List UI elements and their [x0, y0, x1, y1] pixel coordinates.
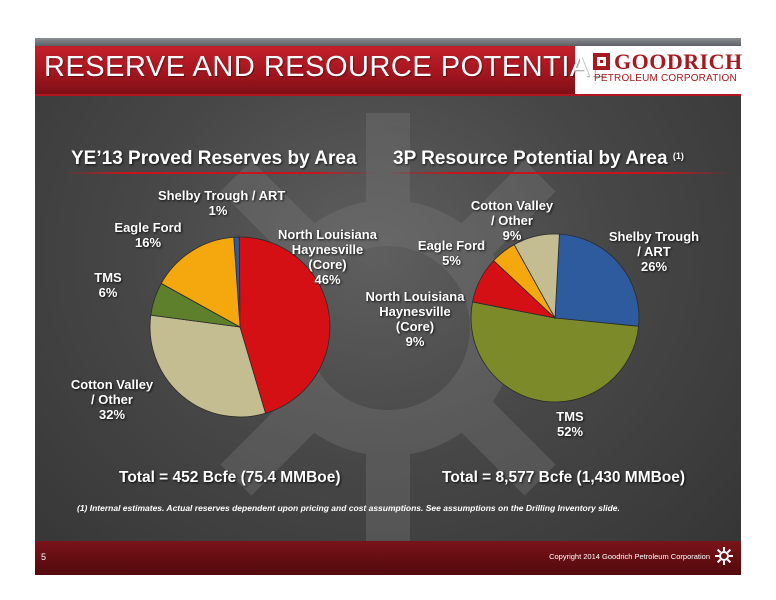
left-label-shelby: Shelby Trough / ART 1%: [158, 188, 286, 218]
page-title: RESERVE AND RESOURCE POTENTIAL: [44, 51, 607, 83]
footnote: (1) Internal estimates. Actual reserves …: [77, 503, 620, 513]
copyright-text: Copyright 2014 Goodrich Petroleum Corpor…: [549, 552, 710, 561]
page-number: 5: [41, 552, 47, 562]
left-label-eagle-ford: Eagle Ford 16%: [114, 220, 182, 250]
left-slice-north-louisiana-haynesville-core: [238, 236, 331, 414]
right-total: Total = 8,577 Bcfe (1,430 MMBoe): [442, 469, 686, 486]
right-label-tms: TMS 52%: [556, 409, 584, 439]
left-slice-eagle-ford: [160, 236, 241, 328]
left-label-north-louisiana: North Louisiana Haynesville (Core) 46%: [278, 227, 377, 287]
left-total: Total = 452 Bcfe (75.4 MMBoe): [119, 469, 341, 486]
left-chart-title: YE’13 Proved Reserves by Area: [71, 148, 357, 169]
logo-subtitle: PETROLEUM CORPORATION: [594, 73, 737, 84]
left-slice-cotton-valley-other: [149, 314, 267, 418]
right-label-cotton-valley: Cotton Valley / Other 9%: [470, 198, 554, 243]
gear-icon: [715, 547, 733, 565]
logo-mark-icon: [593, 53, 610, 70]
right-label-shelby: Shelby Trough / ART 26%: [608, 229, 700, 274]
title-underline: [35, 94, 741, 96]
right-slice-shelby-trough-art: [554, 233, 640, 327]
title-bar: RESERVE AND RESOURCE POTENTIAL GOODRICH …: [35, 46, 742, 96]
title-box: RESERVE AND RESOURCE POTENTIAL: [35, 46, 606, 96]
pie-chart-proved-reserves: [149, 236, 331, 418]
footer-bar: 5 Copyright 2014 Goodrich Petroleum Corp…: [35, 541, 741, 575]
right-chart-title-text: 3P Resource Potential by Area: [393, 148, 668, 169]
company-logo: GOODRICH PETROLEUM CORPORATION: [593, 49, 742, 90]
right-label-north-louisiana: North Louisiana Haynesville (Core) 9%: [365, 289, 465, 349]
right-chart-title: 3P Resource Potential by Area (1): [393, 148, 684, 170]
left-label-cotton-valley: Cotton Valley / Other 32%: [70, 377, 154, 422]
left-title-underline: [62, 172, 377, 174]
top-accent-bar: [35, 38, 741, 46]
logo-name: GOODRICH: [614, 49, 743, 74]
pie-chart-resource-potential: [470, 233, 640, 403]
right-label-eagle-ford: Eagle Ford 5%: [417, 238, 486, 268]
left-label-tms: TMS 6%: [94, 270, 122, 300]
right-title-underline: [386, 172, 731, 174]
right-slice-cotton-valley-other: [513, 233, 560, 320]
right-chart-title-note: (1): [672, 151, 684, 161]
right-slice-tms: [470, 301, 640, 403]
